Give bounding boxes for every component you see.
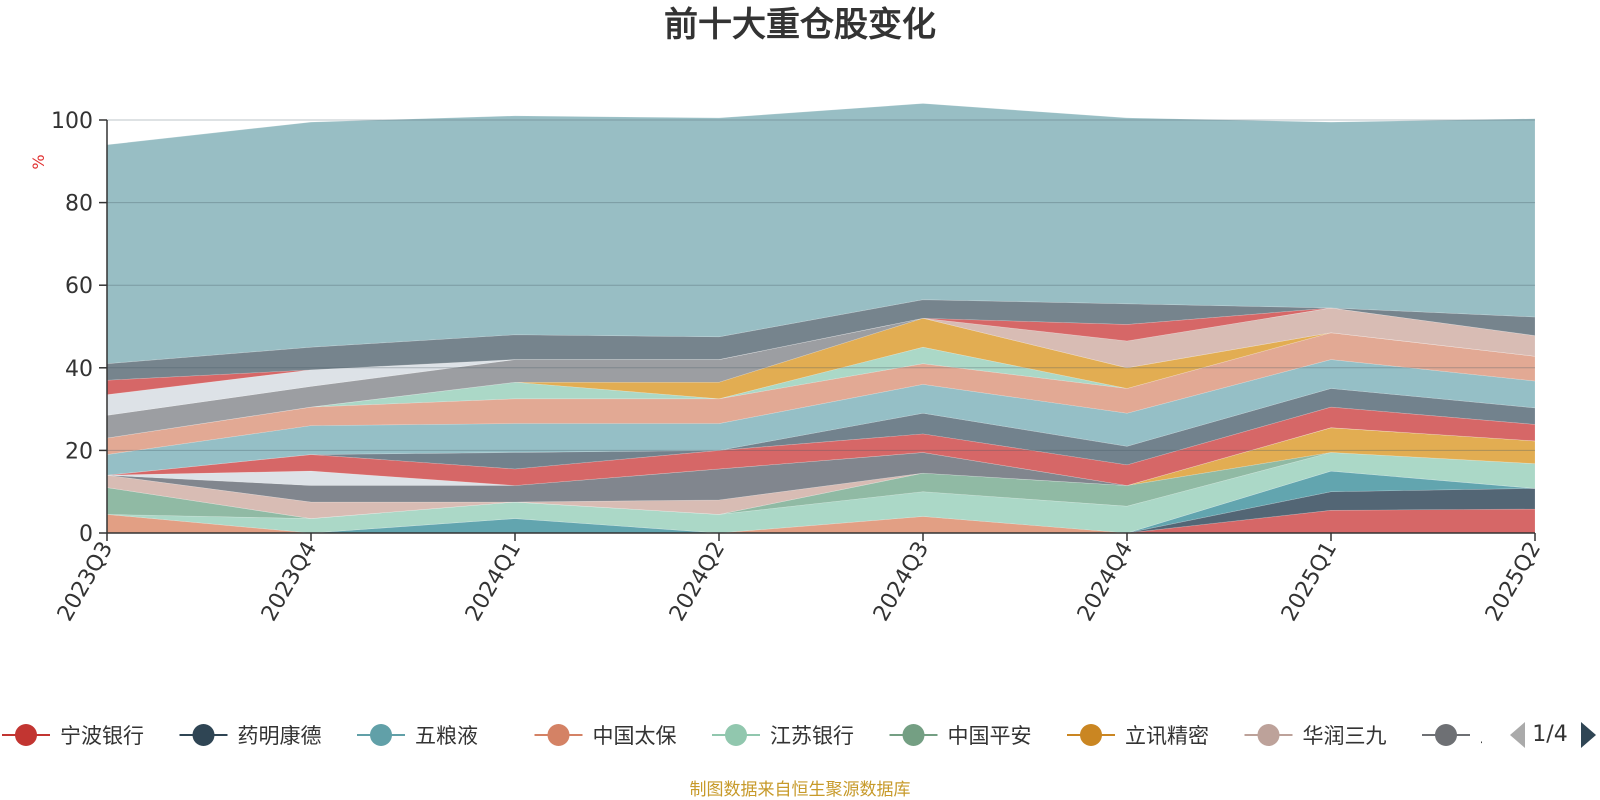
data-source-note: 制图数据来自恒生聚源数据库: [690, 780, 911, 800]
legend-item-7[interactable]: 华润三九: [1244, 724, 1387, 748]
legend-item-2[interactable]: 五粮液: [357, 724, 478, 748]
legend-marker-4: [725, 724, 747, 746]
legend-label-8: 工商银行: [1480, 724, 1564, 748]
legend-label-2: 五粮液: [415, 724, 478, 748]
legend-marker-1: [192, 724, 215, 746]
legend-pager[interactable]: 1/4: [1510, 722, 1596, 748]
x-tick-label-6: 2025Q1: [1277, 538, 1342, 626]
legend-item-1[interactable]: 药明康德: [179, 724, 322, 748]
legend-label-6: 立讯精密: [1125, 724, 1209, 748]
y-tick-label-3: 60: [65, 274, 93, 299]
legend-item-4[interactable]: 江苏银行: [712, 724, 854, 748]
legend-label-7: 华润三九: [1303, 724, 1387, 748]
y-tick-label-4: 80: [65, 192, 93, 217]
y-axis-unit: %: [29, 154, 48, 169]
legend-label-3: 中国太保: [593, 724, 677, 748]
x-tick-label-3: 2024Q2: [665, 538, 730, 626]
legend-item-6[interactable]: 立讯精密: [1067, 724, 1209, 748]
x-tick-label-0: 2023Q3: [53, 538, 118, 626]
x-tick-label-5: 2024Q4: [1073, 538, 1138, 626]
grid-lines: [107, 119, 1535, 451]
area-layers: [106, 103, 1536, 534]
legend-item-3[interactable]: 中国太保: [534, 724, 677, 748]
legend-marker-0: [15, 724, 37, 746]
legend-item-0[interactable]: 宁波银行: [2, 724, 144, 748]
legend-next-icon[interactable]: [1581, 722, 1596, 748]
x-tick-label-7: 2025Q2: [1481, 538, 1546, 626]
area-series-21: [106, 103, 1536, 364]
area-series-10: [106, 406, 1536, 486]
legend-marker-3: [547, 724, 570, 746]
legend-label-4: 江苏银行: [770, 724, 854, 748]
legend[interactable]: 宁波银行 药明康德 五粮液 中国太保 江苏银行 中国平安 立讯精密 华润三九 工商银行: [2, 724, 1564, 748]
y-tick-label-1: 20: [65, 439, 93, 464]
legend-page-indicator: 1/4: [1532, 722, 1567, 747]
y-tick-label-2: 40: [65, 357, 93, 382]
legend-marker-7: [1257, 724, 1280, 746]
legend-marker-8: [1435, 724, 1457, 746]
legend-item-8[interactable]: 工商银行: [1422, 724, 1564, 748]
legend-marker-5: [902, 724, 925, 746]
legend-marker-2: [370, 724, 392, 746]
y-tick-label-5: 100: [51, 109, 93, 134]
area-series-6: [106, 427, 1536, 519]
x-tick-label-4: 2024Q3: [869, 538, 934, 626]
legend-label-1: 药明康德: [238, 724, 322, 748]
x-tick-label-1: 2023Q4: [257, 538, 322, 626]
legend-label-5: 中国平安: [948, 724, 1032, 748]
legend-item-5[interactable]: 中国平安: [889, 724, 1032, 748]
chart-title: 前十大重仓股变化: [664, 5, 936, 45]
area-series-4: [106, 452, 1536, 534]
legend-prev-icon[interactable]: [1510, 722, 1525, 748]
x-tick-label-2: 2024Q1: [461, 538, 526, 626]
y-tick-label-0: 0: [79, 522, 93, 547]
legend-marker-6: [1080, 724, 1102, 746]
legend-label-0: 宁波银行: [60, 724, 144, 748]
